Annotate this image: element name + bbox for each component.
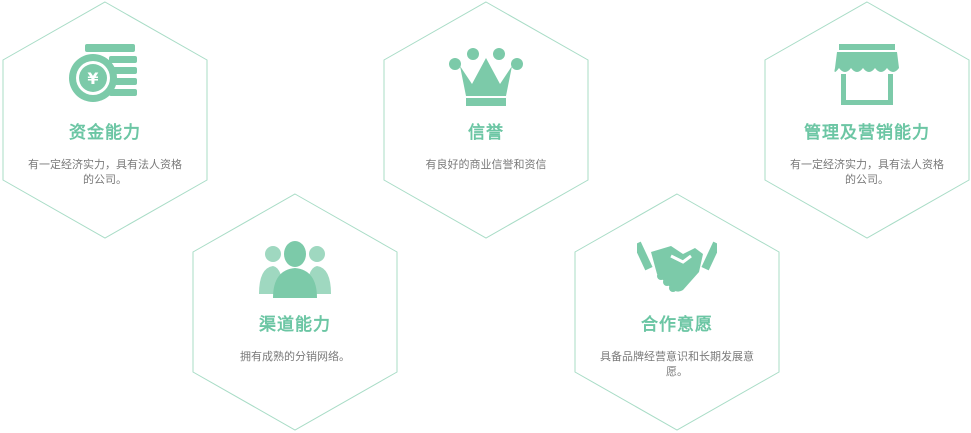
card-management: 管理及营销能力 有一定经济实力，具有法人资格的公司。: [762, 0, 971, 240]
hexagon-frame: [574, 193, 780, 431]
card-title: 信誉: [468, 123, 504, 143]
hexagon-frame: [764, 1, 970, 239]
crown-icon: [449, 48, 523, 106]
card-cooperation: 合作意愿 具备品牌经营意识和长期发展意愿。: [572, 192, 782, 432]
card-title: 资金能力: [69, 123, 141, 143]
card-title: 管理及营销能力: [804, 123, 930, 143]
card-description: 有良好的商业信誉和资信: [425, 158, 547, 171]
card-title: 渠道能力: [259, 315, 331, 335]
card-title: 合作意愿: [641, 315, 713, 335]
card-channel: 渠道能力 拥有成熟的分销网络。: [190, 192, 400, 432]
card-description: 有一定经济实力，具有法人资格的公司。: [28, 158, 182, 186]
coins-icon: ¥: [69, 44, 137, 102]
shop-awning-icon: [834, 44, 899, 105]
hexagon-frame: [2, 1, 208, 239]
hexagon-frame: [383, 1, 589, 239]
handshake-icon: [637, 241, 717, 292]
svg-text:¥: ¥: [87, 69, 98, 88]
card-description: 具备品牌经营意识和长期发展意愿。: [600, 350, 754, 378]
hexagon-frame: [192, 193, 398, 431]
card-description: 有一定经济实力，具有法人资格的公司。: [790, 158, 944, 186]
card-credit: 信誉 有良好的商业信誉和资信: [381, 0, 591, 240]
card-description: 拥有成熟的分销网络。: [240, 350, 350, 363]
card-funding: ¥ 资金能力 有一定经济实力，具有法人资格的公司。: [0, 0, 210, 240]
people-icon: [259, 241, 331, 298]
